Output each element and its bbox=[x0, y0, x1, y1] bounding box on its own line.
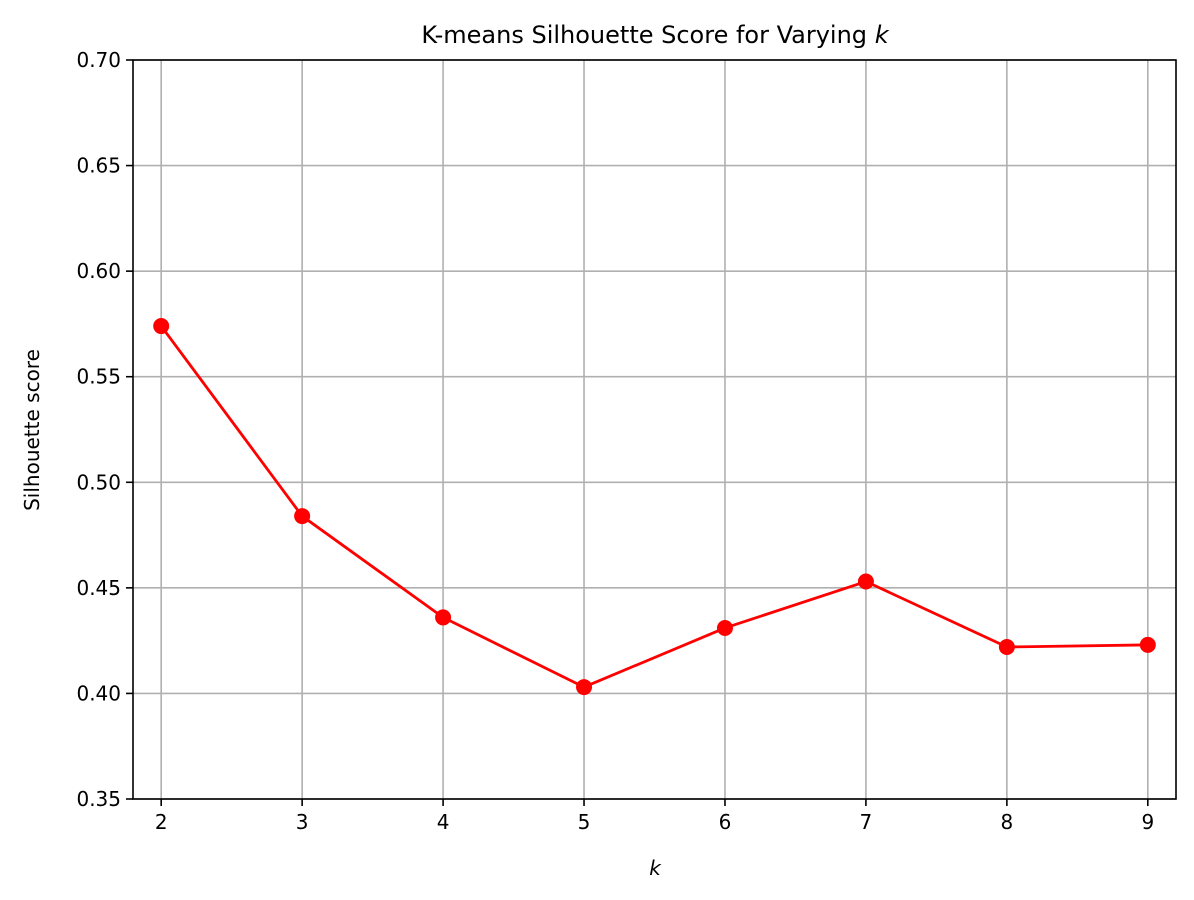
data-point bbox=[716, 619, 733, 636]
chart-title-variable: k bbox=[875, 21, 890, 49]
x-axis-ticks: 2 3 4 5 6 7 8 9 bbox=[155, 799, 1154, 834]
data-point bbox=[153, 318, 170, 335]
y-tick-label: 0.45 bbox=[76, 576, 121, 600]
chart-title: K-means Silhouette Score for Varying k bbox=[421, 21, 889, 49]
x-tick-label: 4 bbox=[437, 810, 450, 834]
y-tick-label: 0.50 bbox=[76, 470, 121, 494]
x-tick-label: 7 bbox=[860, 810, 873, 834]
x-tick-label: 3 bbox=[296, 810, 309, 834]
y-tick-label: 0.65 bbox=[76, 154, 121, 178]
data-point bbox=[1139, 636, 1156, 653]
y-tick-label: 0.60 bbox=[76, 259, 121, 283]
y-tick-label: 0.35 bbox=[76, 787, 121, 811]
data-point bbox=[998, 638, 1015, 655]
plot-frame bbox=[132, 59, 1177, 800]
y-tick-label: 0.55 bbox=[76, 365, 121, 389]
data-point bbox=[576, 679, 593, 696]
data-point bbox=[294, 508, 311, 525]
series-line bbox=[160, 325, 1148, 689]
y-axis-label: Silhouette score bbox=[20, 349, 44, 511]
y-tick-label: 0.40 bbox=[76, 681, 121, 705]
grid bbox=[133, 59, 1176, 800]
data-point bbox=[857, 573, 874, 590]
data-point bbox=[435, 609, 452, 626]
series-layer bbox=[153, 318, 1156, 696]
y-axis-ticks: 0.35 0.40 0.45 0.50 0.55 0.60 0.65 0.70 bbox=[76, 48, 133, 811]
x-tick-label: 5 bbox=[578, 810, 591, 834]
x-tick-label: 9 bbox=[1141, 810, 1154, 834]
y-tick-label: 0.70 bbox=[76, 48, 121, 72]
x-tick-label: 6 bbox=[719, 810, 732, 834]
x-tick-label: 8 bbox=[1000, 810, 1013, 834]
x-axis-label: k bbox=[649, 856, 662, 880]
x-tick-label: 2 bbox=[155, 810, 168, 834]
chart-title-text: K-means Silhouette Score for Varying bbox=[421, 21, 867, 49]
